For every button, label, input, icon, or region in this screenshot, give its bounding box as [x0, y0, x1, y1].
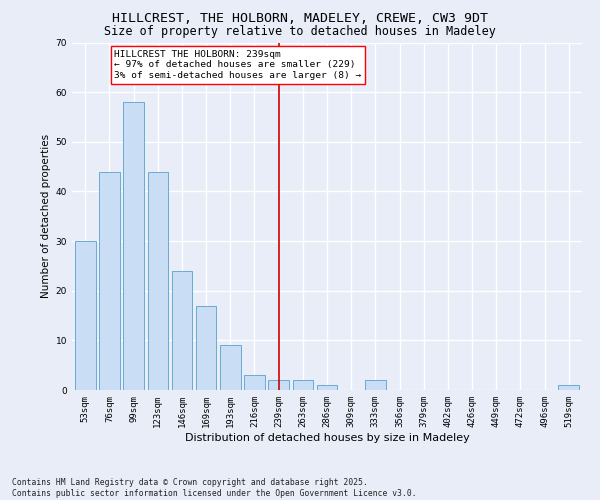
Y-axis label: Number of detached properties: Number of detached properties [41, 134, 52, 298]
Bar [196, 306, 217, 390]
Bar [172, 271, 192, 390]
X-axis label: Distribution of detached houses by size in Madeley: Distribution of detached houses by size … [185, 432, 469, 442]
Bar [317, 385, 337, 390]
Bar [148, 172, 168, 390]
Bar [244, 375, 265, 390]
Bar [365, 380, 386, 390]
Bar [124, 102, 144, 390]
Text: HILLCREST THE HOLBORN: 239sqm
← 97% of detached houses are smaller (229)
3% of s: HILLCREST THE HOLBORN: 239sqm ← 97% of d… [114, 50, 362, 80]
Text: Contains HM Land Registry data © Crown copyright and database right 2025.
Contai: Contains HM Land Registry data © Crown c… [12, 478, 416, 498]
Bar [293, 380, 313, 390]
Bar [268, 380, 289, 390]
Bar [220, 346, 241, 390]
Bar [75, 241, 95, 390]
Text: HILLCREST, THE HOLBORN, MADELEY, CREWE, CW3 9DT: HILLCREST, THE HOLBORN, MADELEY, CREWE, … [112, 12, 488, 26]
Text: Size of property relative to detached houses in Madeley: Size of property relative to detached ho… [104, 25, 496, 38]
Bar [559, 385, 579, 390]
Bar [99, 172, 120, 390]
